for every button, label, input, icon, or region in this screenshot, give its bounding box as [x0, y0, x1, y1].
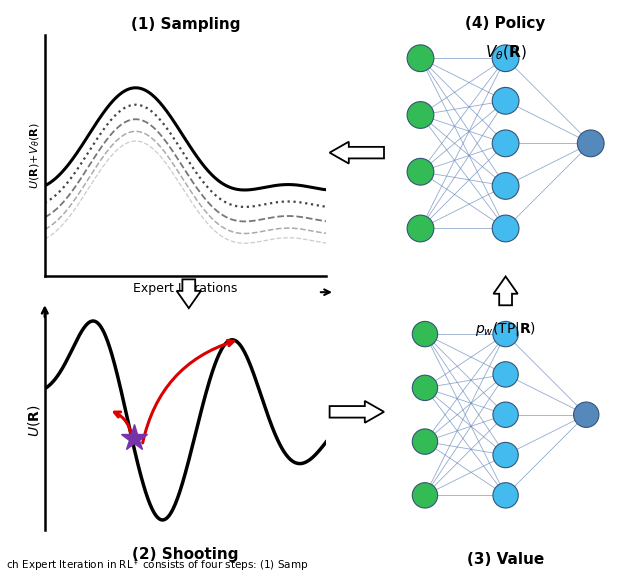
FancyArrow shape	[177, 279, 201, 308]
Circle shape	[407, 215, 434, 242]
Circle shape	[407, 45, 434, 71]
Title: (3) Value: (3) Value	[467, 552, 544, 567]
Circle shape	[492, 130, 519, 157]
Text: $V_\theta(\mathbf{R})$: $V_\theta(\mathbf{R})$	[484, 44, 527, 62]
Circle shape	[493, 483, 518, 508]
Circle shape	[407, 158, 434, 185]
Text: ch Expert Iteration in RL$^\ddagger$ consists of four steps: (1) Samp: ch Expert Iteration in RL$^\ddagger$ con…	[6, 558, 309, 573]
Circle shape	[492, 173, 519, 199]
Title: (1) Sampling: (1) Sampling	[131, 17, 241, 32]
Circle shape	[412, 483, 438, 508]
Circle shape	[407, 101, 434, 128]
FancyArrow shape	[330, 401, 384, 423]
Circle shape	[493, 402, 518, 427]
Title: (4) Policy: (4) Policy	[465, 16, 546, 31]
Circle shape	[493, 442, 518, 468]
Circle shape	[412, 429, 438, 454]
Circle shape	[492, 45, 519, 71]
FancyArrow shape	[330, 142, 384, 164]
Text: $p_w(\mathrm{TP}|\mathbf{R})$: $p_w(\mathrm{TP}|\mathbf{R})$	[475, 320, 536, 338]
Circle shape	[492, 88, 519, 114]
Title: (2) Shooting: (2) Shooting	[132, 547, 239, 562]
Circle shape	[577, 130, 604, 157]
Circle shape	[493, 362, 518, 387]
Circle shape	[492, 215, 519, 242]
Circle shape	[412, 375, 438, 400]
Y-axis label: $U(\mathbf{R})\!+\!V_\theta(\mathbf{R})$: $U(\mathbf{R})\!+\!V_\theta(\mathbf{R})$	[28, 122, 42, 189]
X-axis label: Expert Iterations: Expert Iterations	[133, 282, 238, 295]
Circle shape	[493, 321, 518, 347]
Circle shape	[573, 402, 599, 427]
FancyArrow shape	[493, 276, 518, 305]
Circle shape	[412, 321, 438, 347]
Y-axis label: $U(\mathbf{R})$: $U(\mathbf{R})$	[26, 404, 42, 437]
